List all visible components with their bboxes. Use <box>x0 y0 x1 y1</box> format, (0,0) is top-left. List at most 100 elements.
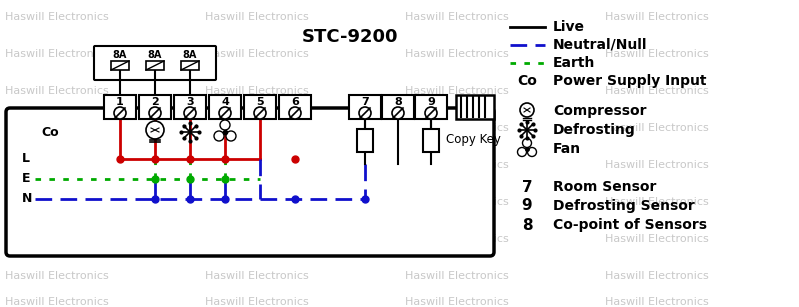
Circle shape <box>184 107 196 119</box>
Text: 7: 7 <box>522 180 532 195</box>
Text: 2: 2 <box>151 97 159 107</box>
Text: Haswill Electronics: Haswill Electronics <box>605 297 709 307</box>
Text: Haswill Electronics: Haswill Electronics <box>205 49 308 59</box>
Circle shape <box>146 121 164 139</box>
Bar <box>382 95 414 119</box>
Bar <box>423 129 439 152</box>
Bar <box>279 95 311 119</box>
Text: 8A: 8A <box>183 50 197 60</box>
Circle shape <box>527 147 536 157</box>
Text: Haswill Electronics: Haswill Electronics <box>405 160 509 170</box>
FancyBboxPatch shape <box>6 108 494 256</box>
Circle shape <box>220 120 230 130</box>
Text: 6: 6 <box>291 97 299 107</box>
Text: Haswill Electronics: Haswill Electronics <box>605 197 709 207</box>
Text: Earth: Earth <box>553 56 595 70</box>
Text: STC-9200: STC-9200 <box>302 28 398 46</box>
Text: Haswill Electronics: Haswill Electronics <box>405 12 509 22</box>
Bar <box>111 61 129 70</box>
Bar <box>146 61 164 70</box>
Text: Haswill Electronics: Haswill Electronics <box>5 49 109 59</box>
Text: Haswill Electronics: Haswill Electronics <box>605 234 709 244</box>
Bar <box>139 95 171 119</box>
Text: Haswill Electronics: Haswill Electronics <box>605 271 709 281</box>
Circle shape <box>149 107 161 119</box>
Text: Haswill Electronics: Haswill Electronics <box>5 271 109 281</box>
Text: Haswill Electronics: Haswill Electronics <box>205 123 308 133</box>
Bar <box>357 129 373 152</box>
Circle shape <box>520 103 534 117</box>
Text: Haswill Electronics: Haswill Electronics <box>5 12 109 22</box>
Circle shape <box>289 107 301 119</box>
Text: Haswill Electronics: Haswill Electronics <box>605 160 709 170</box>
Text: Haswill Electronics: Haswill Electronics <box>205 297 308 307</box>
Text: E: E <box>22 173 30 185</box>
Text: 8: 8 <box>522 217 532 232</box>
Text: Haswill Electronics: Haswill Electronics <box>5 297 109 307</box>
Text: Compressor: Compressor <box>553 104 646 118</box>
Circle shape <box>359 107 371 119</box>
Text: Copy Key: Copy Key <box>446 133 500 146</box>
Circle shape <box>523 138 531 147</box>
Text: 9: 9 <box>427 97 435 107</box>
Text: Room Sensor: Room Sensor <box>553 180 656 194</box>
Text: Haswill Electronics: Haswill Electronics <box>5 234 109 244</box>
Text: 3: 3 <box>186 97 194 107</box>
Text: Defrosting Sensor: Defrosting Sensor <box>553 199 695 213</box>
Text: 8: 8 <box>394 97 402 107</box>
Text: Haswill Electronics: Haswill Electronics <box>405 297 509 307</box>
Text: Power Supply Input: Power Supply Input <box>553 74 706 88</box>
Text: Co-point of Sensors: Co-point of Sensors <box>553 218 707 232</box>
Text: Fan: Fan <box>553 142 581 156</box>
Circle shape <box>226 131 236 141</box>
Circle shape <box>219 107 231 119</box>
Text: 9: 9 <box>522 199 532 213</box>
Text: Haswill Electronics: Haswill Electronics <box>5 197 109 207</box>
Text: 1: 1 <box>116 97 124 107</box>
Text: Haswill Electronics: Haswill Electronics <box>405 197 509 207</box>
Text: Haswill Electronics: Haswill Electronics <box>405 49 509 59</box>
Text: Haswill Electronics: Haswill Electronics <box>405 123 509 133</box>
Text: 8A: 8A <box>148 50 162 60</box>
Circle shape <box>392 107 404 119</box>
Bar <box>456 95 494 119</box>
Text: 5: 5 <box>256 97 264 107</box>
Bar <box>104 95 136 119</box>
Text: Haswill Electronics: Haswill Electronics <box>205 86 308 96</box>
Bar <box>181 61 199 70</box>
Text: Haswill Electronics: Haswill Electronics <box>605 123 709 133</box>
Text: L: L <box>22 153 30 165</box>
Bar <box>244 95 276 119</box>
Text: N: N <box>22 192 33 205</box>
Text: Haswill Electronics: Haswill Electronics <box>205 160 308 170</box>
Text: Neutral/Null: Neutral/Null <box>553 38 647 52</box>
Bar <box>174 95 206 119</box>
Circle shape <box>518 147 527 157</box>
Text: Haswill Electronics: Haswill Electronics <box>605 12 709 22</box>
Text: Live: Live <box>553 20 585 34</box>
Bar <box>349 95 381 119</box>
Text: 7: 7 <box>361 97 369 107</box>
Bar <box>209 95 241 119</box>
Text: Haswill Electronics: Haswill Electronics <box>605 86 709 96</box>
Circle shape <box>114 107 126 119</box>
Text: Haswill Electronics: Haswill Electronics <box>605 49 709 59</box>
Text: Haswill Electronics: Haswill Electronics <box>5 86 109 96</box>
Text: Haswill Electronics: Haswill Electronics <box>205 197 308 207</box>
FancyBboxPatch shape <box>94 46 216 80</box>
Text: Haswill Electronics: Haswill Electronics <box>5 160 109 170</box>
Text: Haswill Electronics: Haswill Electronics <box>205 12 308 22</box>
Text: 4: 4 <box>221 97 229 107</box>
Text: Haswill Electronics: Haswill Electronics <box>5 123 109 133</box>
Text: Haswill Electronics: Haswill Electronics <box>405 234 509 244</box>
Text: Co: Co <box>517 74 537 88</box>
Text: Haswill Electronics: Haswill Electronics <box>205 271 308 281</box>
Text: Co: Co <box>42 126 59 138</box>
Text: 8A: 8A <box>113 50 127 60</box>
Circle shape <box>425 107 437 119</box>
Text: Haswill Electronics: Haswill Electronics <box>205 234 308 244</box>
Text: Haswill Electronics: Haswill Electronics <box>405 271 509 281</box>
Circle shape <box>254 107 266 119</box>
Text: Haswill Electronics: Haswill Electronics <box>405 86 509 96</box>
Text: Defrosting: Defrosting <box>553 123 636 137</box>
